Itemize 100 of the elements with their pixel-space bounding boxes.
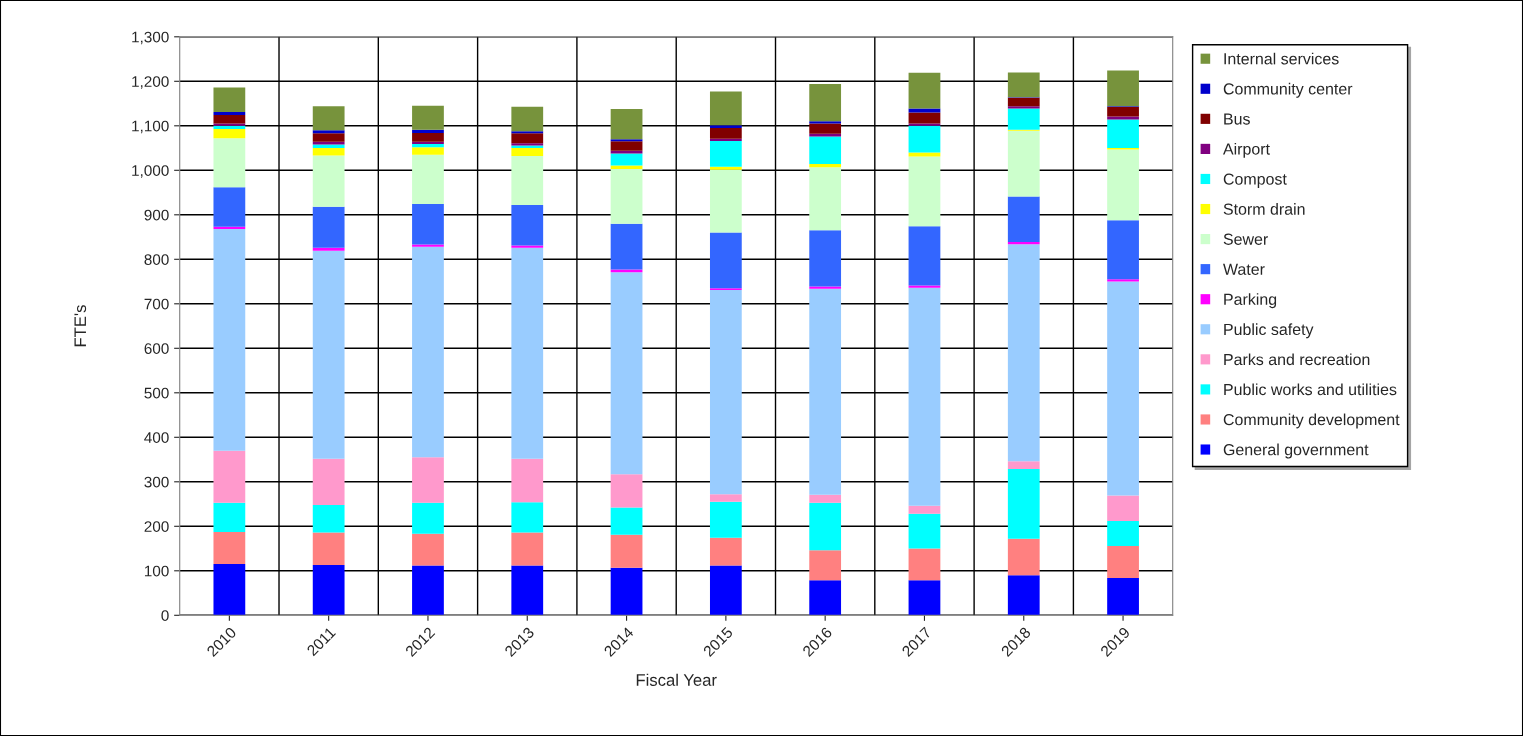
bar [709, 501, 742, 538]
y-tick-label: 200 [144, 521, 169, 532]
bar [809, 123, 842, 134]
bar [511, 156, 544, 206]
bar [1007, 72, 1040, 98]
legend-label: Sewer [1223, 233, 1268, 245]
y-tick-label: 400 [144, 432, 169, 443]
bar [908, 513, 941, 549]
bar [610, 153, 643, 166]
bar [412, 147, 444, 155]
bar [908, 152, 941, 157]
bar [213, 532, 246, 565]
bar [1107, 281, 1139, 496]
bar [1107, 149, 1139, 221]
bar [412, 129, 444, 133]
bar [908, 580, 941, 616]
bar [213, 187, 246, 227]
bar [312, 458, 345, 505]
bar [1007, 108, 1040, 130]
bar [312, 250, 345, 459]
bar [908, 72, 941, 109]
bar [511, 148, 544, 157]
bar [809, 550, 842, 581]
bar [511, 532, 544, 566]
bar [809, 136, 842, 165]
bar [213, 115, 246, 124]
bar [709, 140, 742, 167]
bar [1107, 520, 1139, 546]
bar [213, 229, 246, 451]
bar [1107, 279, 1139, 282]
y-tick-label: 900 [144, 209, 169, 221]
bar [412, 246, 444, 458]
bar [412, 244, 444, 247]
bar [809, 167, 842, 231]
y-tick-label: 700 [144, 298, 169, 310]
bar [213, 564, 246, 616]
bar [312, 247, 345, 251]
bar [809, 580, 842, 616]
legend-label: Community center [1223, 82, 1353, 98]
legend-label: General government [1223, 443, 1369, 459]
bar [412, 502, 444, 534]
bar [908, 108, 941, 113]
bar [213, 112, 246, 116]
bar [709, 169, 742, 233]
bar [1107, 577, 1139, 616]
bar [610, 165, 643, 169]
bar [610, 567, 643, 616]
bar [809, 83, 842, 122]
bar [809, 288, 842, 495]
bar [1107, 220, 1139, 280]
bar [1107, 116, 1139, 120]
legend-label: Internal services [1224, 52, 1339, 65]
bar [709, 232, 742, 289]
legend-label: Bus [1224, 113, 1250, 125]
legend-label: Parks and recreation [1224, 353, 1370, 366]
bar [1007, 538, 1040, 576]
bar [312, 155, 345, 207]
bar [610, 534, 643, 568]
y-tick-label: 300 [144, 476, 169, 488]
bar [709, 91, 742, 126]
bar [511, 205, 544, 246]
bar [511, 502, 544, 533]
bar [709, 166, 742, 170]
bar [809, 502, 842, 551]
bar [709, 565, 742, 616]
bar [213, 138, 246, 188]
legend-label: Airport [1222, 142, 1270, 158]
bar [213, 128, 246, 139]
bar [610, 507, 643, 535]
bar [511, 131, 544, 134]
legend-label: Storm drain [1223, 203, 1305, 215]
bar [213, 87, 246, 112]
bar [908, 505, 941, 514]
bar [1007, 97, 1040, 107]
bar [709, 138, 742, 141]
y-tick-label: 1,100 [132, 120, 169, 134]
bar [312, 504, 345, 533]
bar [610, 474, 643, 508]
legend-label: Compost [1223, 173, 1287, 188]
y-tick-label: 0 [161, 610, 169, 621]
y-tick-label: 500 [144, 387, 169, 399]
bar [610, 223, 643, 270]
y-tick-label: 100 [144, 565, 169, 577]
bar [213, 502, 246, 533]
bar [1007, 196, 1040, 242]
bar [610, 141, 643, 151]
bar [908, 125, 941, 153]
bar [511, 458, 544, 503]
bar [1107, 545, 1139, 578]
bar [709, 290, 742, 495]
bar [610, 272, 643, 475]
bar [709, 128, 742, 139]
bar [610, 108, 643, 140]
bar [412, 533, 444, 566]
bar [511, 133, 544, 144]
bar [312, 565, 345, 616]
y-tick-label: 1,200 [132, 76, 169, 89]
bar [312, 133, 345, 142]
bar [1007, 575, 1040, 616]
bar [312, 148, 345, 156]
